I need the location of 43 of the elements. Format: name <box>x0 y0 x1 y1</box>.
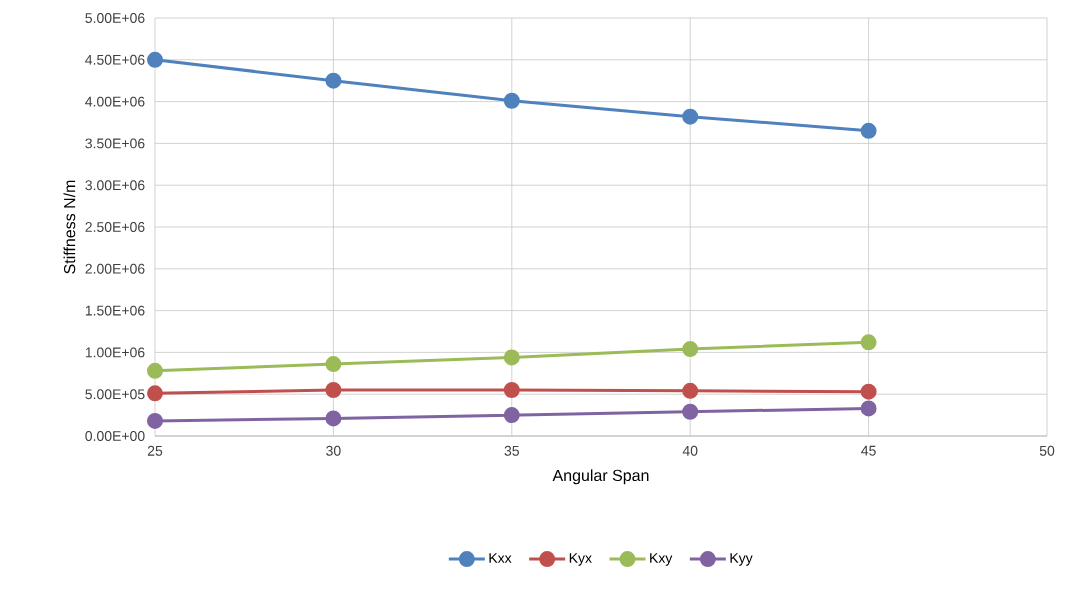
point <box>682 382 699 399</box>
point <box>147 385 163 402</box>
y-tick-label: 5.00E+06 <box>85 13 145 23</box>
y-tick-label: 3.00E+06 <box>85 180 145 191</box>
x-axis-title: Angular Span <box>552 469 649 485</box>
point <box>503 407 520 424</box>
y-tick-label: 4.50E+06 <box>85 54 145 65</box>
y-tick-label: 2.50E+06 <box>85 222 145 232</box>
x-tick-label: 35 <box>504 445 519 456</box>
point <box>325 72 342 89</box>
point <box>503 382 520 399</box>
point <box>325 356 342 373</box>
point <box>682 108 699 125</box>
point <box>147 362 163 379</box>
y-tick-label: 2.00E+06 <box>85 263 145 274</box>
point <box>325 410 342 427</box>
x-tick-label: 50 <box>1039 445 1055 456</box>
point <box>682 341 699 358</box>
point <box>503 349 520 366</box>
legend-label: Kxy <box>650 553 673 566</box>
point <box>147 412 163 429</box>
point <box>860 400 877 417</box>
x-tick-label: 40 <box>682 445 698 456</box>
legend-label: Kxx <box>489 553 512 563</box>
point <box>682 403 699 420</box>
point <box>860 334 877 351</box>
point <box>860 383 877 400</box>
y-axis-title: Stiffness N/m <box>63 180 76 274</box>
point <box>147 51 163 68</box>
legend-label: Kyx <box>569 553 592 566</box>
y-tick-label: 3.50E+06 <box>85 138 145 149</box>
y-tick-label: 4.00E+06 <box>85 96 145 107</box>
x-tick-label: 30 <box>326 445 341 456</box>
legend-label: Kyy <box>730 553 753 566</box>
y-tick-label: 1.00E+06 <box>85 347 145 358</box>
point <box>860 122 877 139</box>
point <box>325 382 342 399</box>
x-tick-label: 25 <box>147 445 163 456</box>
point <box>503 92 520 109</box>
x-tick-label: 45 <box>861 445 876 456</box>
y-tick-label: 5.00E+05 <box>85 389 145 400</box>
y-tick-label: 0.00E+00 <box>85 431 145 441</box>
y-tick-label: 1.50E+06 <box>85 305 145 316</box>
